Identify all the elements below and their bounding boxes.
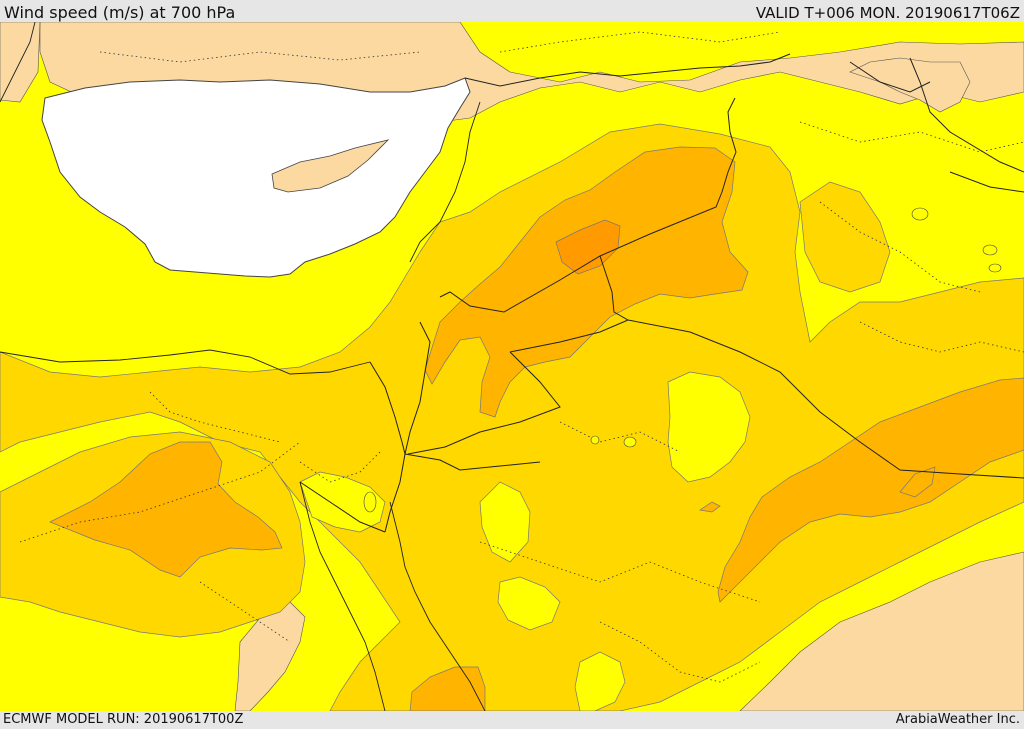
national-borders xyxy=(299,53,1024,533)
field-lt5-northeast xyxy=(849,57,971,113)
field-15-20-south xyxy=(409,666,486,711)
header-bar: Wind speed (m/s) at 700 hPa VALID T+006 … xyxy=(0,0,1024,22)
field-15-20-iraq xyxy=(717,377,1024,603)
field-10-15-levant xyxy=(0,123,1024,711)
valid-time: VALID T+006 MON. 20190617T06Z xyxy=(755,4,1020,22)
field-lt5-southeast xyxy=(739,551,1024,711)
field-5-10-patch-5 xyxy=(574,651,626,711)
field-15-20-syria xyxy=(424,146,749,418)
sea-mask xyxy=(41,77,471,278)
cyprus-island xyxy=(271,139,390,193)
field-10-15-east xyxy=(799,181,891,293)
field-15-20-small-2 xyxy=(899,466,936,498)
internal-borders xyxy=(19,31,1024,683)
field-5-10-patch-2 xyxy=(299,471,386,533)
brand-label: ArabiaWeather Inc. xyxy=(895,712,1020,727)
model-run: ECMWF MODEL RUN: 20190617T00Z xyxy=(3,712,244,727)
small-features xyxy=(363,207,1002,513)
map-title: Wind speed (m/s) at 700 hPa xyxy=(4,3,236,22)
field-5-10-patch-4 xyxy=(497,576,561,631)
field-5-10-patch-3 xyxy=(479,481,531,563)
field-5-10-patch-1 xyxy=(667,371,751,483)
field-15-20-egypt xyxy=(49,441,283,578)
field-15-20-small xyxy=(699,501,721,513)
footer-bar: ECMWF MODEL RUN: 20190617T00Z ArabiaWeat… xyxy=(0,711,1024,729)
coastlines xyxy=(0,22,486,711)
wind-speed-map xyxy=(0,22,1024,711)
